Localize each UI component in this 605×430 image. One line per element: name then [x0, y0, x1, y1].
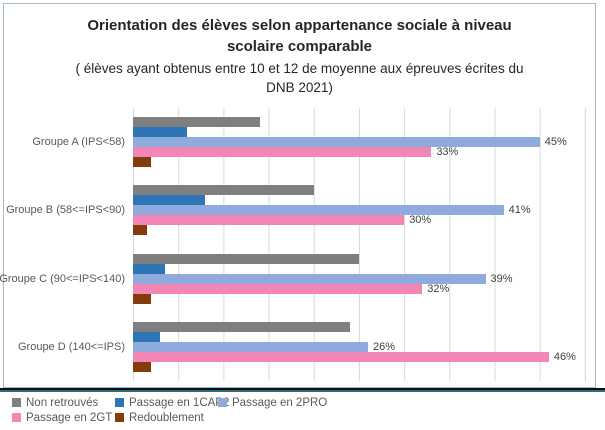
bar-row — [133, 361, 585, 372]
legend-swatch-icon — [115, 398, 124, 407]
bar-row — [133, 263, 585, 274]
bar-row — [133, 127, 585, 138]
bar-row: 26% — [133, 340, 585, 353]
legend-swatch-icon — [12, 413, 21, 422]
bar-value-label: 41% — [508, 204, 531, 217]
chart-legend: Non retrouvés Passage en 1CAP2 Passage en … — [12, 395, 327, 425]
bar-row: 32% — [133, 282, 585, 295]
bar-row — [133, 331, 585, 342]
bar-group-groupe-b-58-ips-90: 41% 30% — [133, 176, 585, 244]
chart-subtitle: ( élèves ayant obtenus entre 10 et 12 de… — [75, 61, 524, 95]
bar-passage-en-2gt — [133, 351, 549, 362]
bar-row: 41% — [133, 204, 585, 217]
chart-title: Orientation des élèves selon appartenanc… — [87, 17, 512, 55]
bar-row — [133, 293, 585, 304]
category-label-groupe-c-90-ips-140: Groupe C (90<=IPS<140) — [0, 272, 125, 285]
legend-swatch-icon — [218, 398, 227, 407]
bar-passage-en-1cap2 — [133, 195, 206, 206]
legend-item-redoublement: Redoublement — [115, 412, 218, 424]
bar-passage-en-2pro — [133, 205, 504, 216]
legend-swatch-icon — [115, 413, 124, 422]
bar-row — [133, 117, 585, 128]
bar-passage-en-1cap2 — [133, 263, 165, 274]
legend-label: Non retrouvés — [26, 396, 99, 409]
bar-group-groupe-c-90-ips-140: 39% 32% — [133, 245, 585, 313]
bar-passage-en-2pro — [133, 273, 486, 284]
bar-passage-en-2pro — [133, 341, 369, 352]
legend-row: Passage en 2GT Redoublement — [12, 410, 327, 425]
bar-row: 33% — [133, 146, 585, 159]
chart-frame: Orientation des élèves selon appartenanc… — [0, 3, 596, 388]
bar-passage-en-2pro — [133, 137, 540, 148]
bar-row — [133, 225, 585, 236]
bar-row — [133, 321, 585, 332]
bar-value-label: 33% — [436, 146, 459, 159]
legend-label: Passage en 1CAP2 — [129, 396, 230, 409]
bar-value-label: 32% — [427, 282, 450, 295]
legend-label: Passage en 2PRO — [232, 396, 328, 409]
category-label-groupe-d-140-ips: Groupe D (140<=IPS) — [17, 340, 125, 353]
bar-row — [133, 185, 585, 196]
bar-passage-en-2gt — [133, 283, 423, 294]
bar-redoublement — [133, 293, 152, 304]
bar-row — [133, 195, 585, 206]
bar-passage-en-1cap2 — [133, 127, 188, 138]
bar-group-groupe-a-ips-58: 45% 33% — [133, 108, 585, 176]
legend-item-passage-en-2pro: Passage en 2PRO — [218, 397, 327, 409]
category-label-groupe-b-58-ips-90: Groupe B (58<=IPS<90) — [6, 204, 125, 217]
bar-row: 39% — [133, 272, 585, 285]
bar-row: 45% — [133, 136, 585, 149]
bar-passage-en-2gt — [133, 147, 432, 158]
bar-row: 46% — [133, 350, 585, 363]
bar-group-groupe-d-140-ips: 26% 46% — [133, 313, 585, 381]
bar-value-label: 46% — [553, 350, 576, 363]
bar-redoublement — [133, 225, 147, 236]
bar-value-label: 30% — [409, 214, 432, 227]
bar-redoublement — [133, 157, 152, 168]
legend-item-non-retrouves: Non retrouvés — [12, 397, 115, 409]
bar-value-label: 45% — [544, 136, 567, 149]
bar-passage-en-1cap2 — [133, 331, 161, 342]
bar-redoublement — [133, 361, 152, 372]
legend-label: Passage en 2GT — [26, 411, 113, 424]
legend-swatch-icon — [12, 398, 21, 407]
legend-item-passage-en-1cap2: Passage en 1CAP2 — [115, 397, 229, 409]
legend-label: Redoublement — [129, 411, 204, 424]
bar-value-label: 26% — [373, 340, 396, 353]
plot-area: 45% 33% 41% 30% 39% 32% 26% 46% — [133, 108, 586, 381]
bar-non-retrouves — [133, 117, 260, 128]
bar-passage-en-2gt — [133, 215, 405, 226]
bar-non-retrouves — [133, 321, 350, 332]
bar-non-retrouves — [133, 253, 359, 264]
bar-row: 30% — [133, 214, 585, 227]
bar-row — [133, 253, 585, 264]
chart-frame-bottom-shadow — [0, 388, 605, 392]
legend-item-passage-en-2gt: Passage en 2GT — [12, 412, 115, 424]
category-labels: Groupe A (IPS<58) Groupe B (58<=IPS<90) Gr… — [0, 108, 125, 381]
legend-row: Non retrouvés Passage en 1CAP2 Passage en … — [12, 395, 327, 410]
category-label-groupe-a-ips-58: Groupe A (IPS<58) — [32, 136, 125, 149]
bar-value-label: 39% — [490, 272, 513, 285]
bar-non-retrouves — [133, 185, 314, 196]
bar-row — [133, 157, 585, 168]
